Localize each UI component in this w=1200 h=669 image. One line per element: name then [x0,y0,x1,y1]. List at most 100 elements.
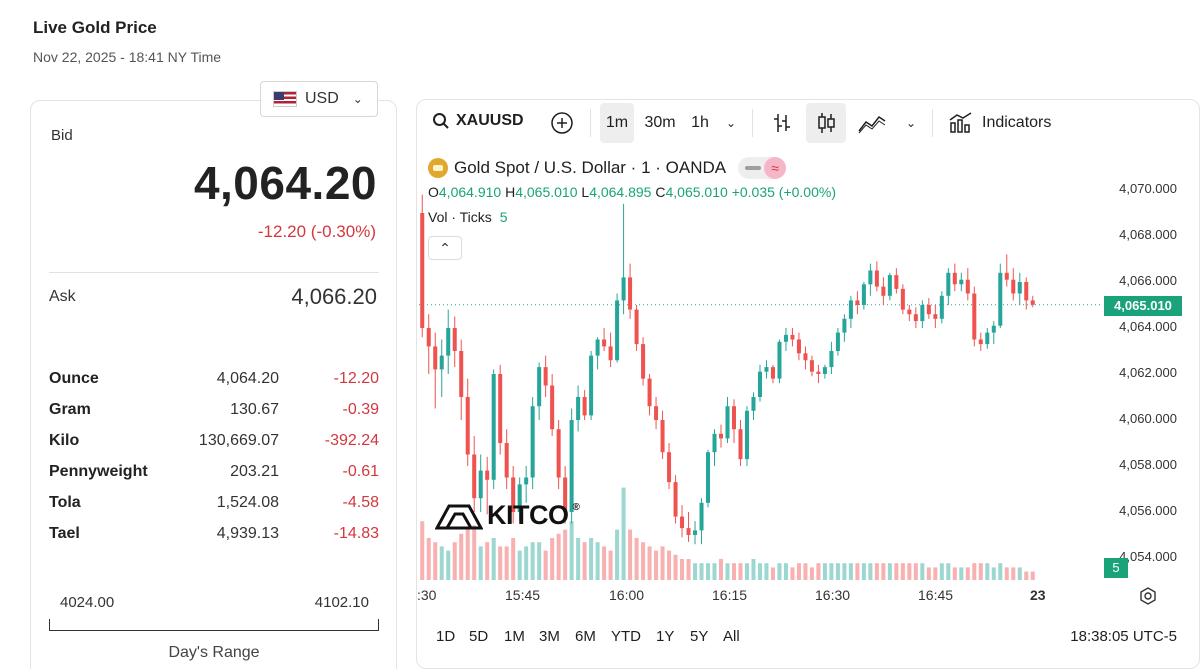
chart-settings-button[interactable] [1139,587,1157,610]
settings-icon [1140,587,1156,605]
volume-legend: Vol · Ticks 5 [428,209,507,225]
x-axis-tick: 15:45 [505,587,541,603]
y-axis-tick: 4,062.000 [1119,365,1177,380]
unit-price: 4,939.13 [216,524,279,542]
kitco-logo: KITCO ® [435,500,580,531]
indicators-button[interactable]: Indicators [948,111,1051,135]
us-flag-icon [273,91,297,107]
candles-button[interactable] [806,103,846,143]
range-all[interactable]: All [723,628,740,645]
chevron-down-icon: ⌄ [352,92,363,106]
unit-name: Tola [49,493,81,511]
range-5d[interactable]: 5D [469,628,489,645]
registered-icon: ® [572,502,580,513]
unit-price: 1,524.08 [216,493,279,511]
unit-name: Pennyweight [49,462,148,480]
y-axis-tick: 4,064.000 [1119,319,1177,334]
unit-price: 203.21 [230,462,279,480]
area-chart-button[interactable] [857,111,887,135]
bar-chart-button[interactable] [770,111,794,135]
day-range-bar [49,619,379,631]
ask-price: 4,066.20 [291,284,377,309]
chart-clock: 18:38:05 UTC-5 [1070,628,1177,645]
bid-price: 4,064.20 [193,157,377,209]
compare-button[interactable] [550,111,574,135]
unit-change: -0.61 [342,462,379,480]
market-status-toggle[interactable]: ≈ [738,157,787,179]
ohlc-readout: O4,064.910 H4,065.010 L4,064.895 C4,065.… [428,184,836,200]
chart-legend-title: Gold Spot / U.S. Dollar · 1 · OANDA ≈ [428,157,787,179]
unit-price: 130.67 [230,400,279,418]
day-range-caption: Day's Range [168,644,260,661]
table-row: Ounce 4,064.20 -12.20 [49,363,380,394]
bid-label: Bid [51,127,73,144]
x-axis-tick: :30 [417,587,437,603]
kitco-logo-mark [435,504,483,529]
y-axis-tick: 4,068.000 [1119,227,1177,242]
range-1m[interactable]: 1M [504,628,525,645]
area-chart-icon [858,115,886,134]
volume-label: Vol · Ticks [428,209,492,225]
unit-change: -4.58 [342,493,379,511]
approx-icon: ≈ [764,157,787,179]
high-value: 4,065.010 [515,184,578,200]
y-axis-tick: 4,058.000 [1119,457,1177,472]
bars-icon [774,114,790,132]
unit-change: -0.39 [342,400,379,418]
close-label: C [655,184,666,200]
symbol-search[interactable]: XAUUSD [432,112,524,130]
table-row: Pennyweight 203.21 -0.61 [49,456,380,487]
range-ytd[interactable]: YTD [611,628,641,645]
currency-value: USD [305,90,339,107]
toolbar-divider [590,109,591,137]
indicators-icon [949,112,972,133]
ask-label: Ask [49,288,76,305]
y-axis-tick: 4,056.000 [1119,503,1177,518]
interval-1m[interactable]: 1m [600,103,634,143]
unit-price: 130,669.07 [198,431,279,449]
interval-1h[interactable]: 1h [691,114,709,131]
chart-type-chevron-icon[interactable]: ⌄ [905,116,917,130]
interval-more-chevron-icon[interactable]: ⌄ [725,116,737,130]
y-axis-tick: 4,066.000 [1119,273,1177,288]
range-1d[interactable]: 1D [436,628,456,645]
open-value: 4,064.910 [438,184,502,200]
table-row: Kilo 130,669.07 -392.24 [49,425,380,456]
table-row: Gram 130.67 -0.39 [49,394,380,425]
bid-change: -12.20 (-0.30%) [257,222,376,241]
currency-select[interactable]: USD ⌄ [260,81,378,117]
interval-30m[interactable]: 30m [644,114,676,131]
kitco-wordmark: KITCO [487,500,569,530]
range-1y[interactable]: 1Y [656,628,675,645]
x-axis-tick: 16:00 [609,587,645,603]
candles-icon [818,113,835,133]
minus-icon [745,166,762,170]
close-value: 4,065.010 [665,184,728,200]
low-value: 4,064.895 [589,184,652,200]
range-6m[interactable]: 6M [575,628,596,645]
day-range-high: 4102.10 [314,594,369,611]
search-icon [433,113,449,129]
volume-tag: 5 [1104,558,1128,578]
range-5y[interactable]: 5Y [690,628,709,645]
high-label: H [505,184,516,200]
range-3m[interactable]: 3M [539,628,560,645]
page-datetime: Nov 22, 2025 - 18:41 NY Time [33,49,222,65]
legend-title-text: Gold Spot / U.S. Dollar · 1 · OANDA [454,158,727,177]
unit-change: -12.20 [333,369,379,387]
table-row: Tola 1,524.08 -4.58 [49,487,380,518]
unit-name: Gram [49,400,91,418]
last-price-tag: 4,065.010 [1104,296,1182,316]
toolbar-divider [932,109,933,137]
unit-name: Tael [49,524,80,542]
table-row: Tael 4,939.13 -14.83 [49,518,380,549]
add-symbol-icon [551,112,573,134]
indicators-label: Indicators [982,114,1052,131]
x-axis-tick: 16:45 [918,587,954,603]
gold-icon [428,158,448,178]
volume-value: 5 [499,209,508,225]
unit-price: 4,064.20 [216,369,279,387]
low-label: L [581,184,590,200]
unit-name: Ounce [49,369,99,387]
collapse-legend-button[interactable]: ⌃ [428,236,462,260]
